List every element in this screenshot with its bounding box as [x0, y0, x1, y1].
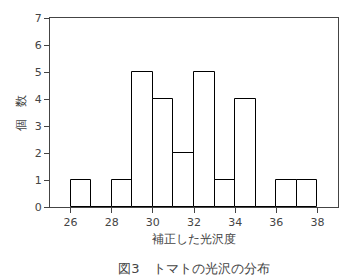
svg-text:26: 26 — [64, 216, 78, 229]
svg-text:4: 4 — [35, 93, 42, 106]
svg-text:個 数: 個 数 — [14, 95, 28, 131]
svg-text:7: 7 — [35, 12, 42, 25]
svg-text:2: 2 — [35, 147, 42, 160]
svg-text:5: 5 — [35, 66, 42, 79]
svg-text:図3 トマトの光沢の分布: 図3 トマトの光沢の分布 — [118, 261, 269, 276]
svg-text:34: 34 — [228, 216, 242, 229]
svg-text:28: 28 — [105, 216, 119, 229]
svg-text:0: 0 — [35, 201, 42, 214]
svg-text:30: 30 — [146, 216, 160, 229]
svg-text:32: 32 — [187, 216, 201, 229]
svg-text:1: 1 — [35, 174, 42, 187]
svg-text:38: 38 — [310, 216, 324, 229]
svg-text:補正した光沢度: 補正した光沢度 — [152, 232, 236, 246]
svg-text:3: 3 — [35, 120, 42, 133]
svg-text:6: 6 — [35, 39, 42, 52]
svg-text:36: 36 — [269, 216, 283, 229]
